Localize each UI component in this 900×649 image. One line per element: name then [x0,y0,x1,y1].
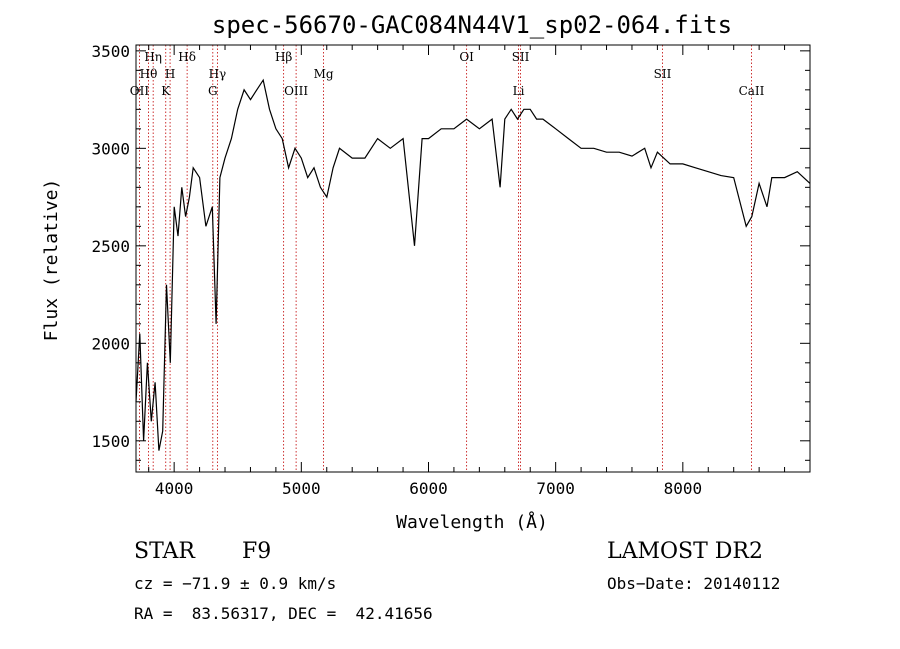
y-tick-label: 3000 [91,139,130,158]
x-tick-label: 4000 [155,479,194,498]
x-tick-label: 6000 [409,479,448,498]
spectral-line-label: SII [512,50,530,64]
coordinates: RA = 83.56317, DEC = 42.41656 [134,604,433,623]
survey-name: LAMOST DR2 [607,539,763,564]
observation-date: Obs−Date: 20140112 [607,574,781,593]
x-tick-label: 5000 [282,479,321,498]
spectral-line-label: Hη [144,50,162,64]
spectral-line-label: Li [513,84,525,98]
plot-frame [135,44,811,473]
y-tick-label: 2000 [91,334,130,353]
spectral-line-label: OI [459,50,474,64]
y-tick-label: 3500 [91,42,130,61]
spectral-line-label: Hθ [140,67,158,81]
y-axis-label: Flux (relative) [41,179,62,342]
x-axis-label: Wavelength (Å) [396,511,548,533]
chart-title: spec-56670-GAC084N44V1_sp02-064.fits [212,11,732,39]
x-axis-ticks: 4000 5000 6000 7000 8000 [148,45,786,498]
spectral-line-label: OII [130,84,150,98]
spectral-line-label: CaII [739,84,765,98]
y-tick-label: 2500 [91,237,130,256]
y-tick-label: 1500 [91,432,130,451]
spectral-line-label: K [161,84,171,98]
redshift-velocity: cz = −71.9 ± 0.9 km/s [134,574,337,593]
spectral-line-label: H [165,67,175,81]
y-axis-ticks: 1500 2000 2500 3000 3500 [91,42,810,461]
object-class: STAR [134,539,195,564]
spectral-line-label: SII [654,67,672,81]
x-tick-label: 8000 [664,479,703,498]
spectral-line-label: Hβ [275,50,292,64]
x-tick-label: 7000 [536,479,575,498]
spectral-line-label: Mg [314,67,334,81]
spectral-line-label: G [208,84,218,98]
object-subclass: F9 [242,539,272,564]
spectral-line-label: Hγ [209,67,227,81]
spectral-line-label: Hδ [178,50,196,64]
spectrum-series-line [135,78,811,451]
spectral-line-label: OIII [284,84,308,98]
